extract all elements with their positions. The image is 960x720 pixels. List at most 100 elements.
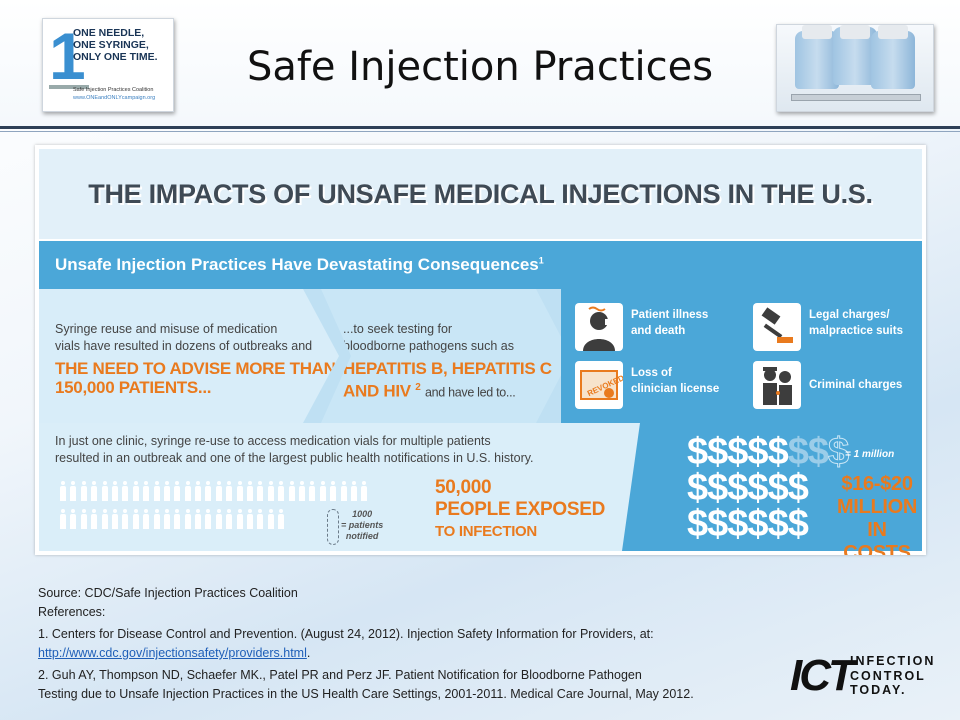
person-icon <box>340 481 348 501</box>
reference-1-text: 1. Centers for Disease Control and Preve… <box>38 627 654 641</box>
person-icon <box>236 509 244 529</box>
consequence-line: and death <box>631 325 686 337</box>
logo-tagline-line: ONE NEEDLE, <box>73 27 145 39</box>
people-row <box>59 481 368 501</box>
person-icon <box>153 509 161 529</box>
block2-highlight-text: AND HIV <box>343 381 411 401</box>
dollar-row: $$$$$$ <box>687 503 809 545</box>
logo-tagline-line: ONE SYRINGE, <box>73 39 149 51</box>
reference-1-end: . <box>306 646 311 660</box>
person-icon <box>236 481 244 501</box>
logo-tagline: ONE NEEDLE, ONE SYRINGE, ONLY ONE TIME. <box>73 27 173 63</box>
consequence-label-criminal: Criminal charges <box>809 379 903 391</box>
reference-2-line1: 2. Guh AY, Thompson ND, Schaefer MK., Pa… <box>38 668 642 682</box>
consequences-panel: Patient illness and death Legal charges/… <box>561 289 922 423</box>
person-icon <box>121 509 129 529</box>
impact-arrow-2: ...to seek testing for bloodborne pathog… <box>321 289 571 423</box>
syringe-icon <box>791 94 921 101</box>
dollar-icon: $ <box>687 467 708 509</box>
person-icon <box>308 481 316 501</box>
person-icon <box>215 481 223 501</box>
consequence-line: Loss of <box>631 367 672 379</box>
block2-text: ...to seek testing for bloodborne pathog… <box>343 321 514 355</box>
band-title: Unsafe Injection Practices Have Devastat… <box>55 255 544 275</box>
people-legend-marker <box>327 509 339 545</box>
dollar-icon: $ <box>687 503 708 545</box>
reference-2-line2: Testing due to Unsafe Injection Practice… <box>38 687 694 701</box>
block2-line: bloodborne pathogens such as <box>343 339 514 353</box>
person-icon <box>277 509 285 529</box>
person-icon <box>163 509 171 529</box>
dollar-icon: $ <box>707 503 728 545</box>
person-icon <box>153 481 161 501</box>
person-icon <box>319 481 327 501</box>
slide-title: Safe Injection Practices <box>246 44 714 90</box>
infographic-heading: THE IMPACTS OF UNSAFE MEDICAL INJECTIONS… <box>88 179 873 209</box>
person-icon <box>360 481 368 501</box>
outbreak-text: In just one clinic, syringe re-use to ac… <box>55 433 534 467</box>
person-icon <box>90 481 98 501</box>
dollar-icon: $ <box>827 431 849 473</box>
reference-1: 1. Centers for Disease Control and Preve… <box>38 625 778 663</box>
dollar-row: $$$$$$ <box>687 467 809 509</box>
person-icon <box>288 481 296 501</box>
consequence-label-illness: Patient illness and death <box>631 307 708 339</box>
outbreak-section: In just one clinic, syringe re-use to ac… <box>39 423 922 555</box>
person-icon <box>132 509 140 529</box>
person-icon <box>267 509 275 529</box>
block2-highlight-line: HEPATITIS B, HEPATITIS C <box>343 359 552 378</box>
vial-icon <box>795 31 839 89</box>
infographic-header: THE IMPACTS OF UNSAFE MEDICAL INJECTIONS… <box>39 149 922 239</box>
ict-word: TODAY. <box>850 683 907 697</box>
consequence-line: malpractice suits <box>809 325 903 337</box>
people-legend-line: 1000 <box>352 509 373 519</box>
consequence-label-legal: Legal charges/ malpractice suits <box>809 307 903 339</box>
cost-line: MILLION <box>836 496 918 518</box>
people-legend-line: = patients <box>341 520 384 530</box>
person-icon <box>173 509 181 529</box>
dollar-icon: $ <box>707 431 728 473</box>
syringe-icon <box>49 85 89 89</box>
person-icon <box>69 481 77 501</box>
person-icon <box>267 481 275 501</box>
person-icon <box>256 509 264 529</box>
outbreak-line: resulted in an outbreak and one of the l… <box>55 451 534 465</box>
person-icon <box>256 481 264 501</box>
consequence-label-license: Loss of clinician license <box>631 365 719 397</box>
dollar-icon: $ <box>787 467 809 509</box>
cost-line: IN COSTS <box>843 519 911 555</box>
block1-line: Syringe reuse and misuse of medication <box>55 322 278 336</box>
consequence-line: clinician license <box>631 383 720 395</box>
block2-highlight: HEPATITIS B, HEPATITIS C AND HIV 2 and h… <box>343 359 552 403</box>
person-icon <box>173 481 181 501</box>
person-icon <box>225 481 233 501</box>
dollar-icon: $ <box>687 431 708 473</box>
people-row <box>59 509 285 529</box>
header-rule-thin <box>0 131 960 132</box>
dollar-icon: $ <box>787 431 809 473</box>
person-icon <box>59 509 67 529</box>
person-icon <box>184 481 192 501</box>
dollar-icon: $ <box>747 467 768 509</box>
dollar-icon: $ <box>727 467 748 509</box>
exposed-line: PEOPLE EXPOSED <box>435 499 606 520</box>
person-icon <box>350 481 358 501</box>
person-icon <box>80 481 88 501</box>
infographic: THE IMPACTS OF UNSAFE MEDICAL INJECTIONS… <box>35 145 926 555</box>
outbreak-line: In just one clinic, syringe re-use to ac… <box>55 434 491 448</box>
vial-icon <box>871 31 915 89</box>
person-icon <box>111 481 119 501</box>
person-icon <box>101 481 109 501</box>
header-rule <box>0 126 960 129</box>
block2-tail: and have led to... <box>424 385 516 400</box>
person-icon <box>298 481 306 501</box>
block2-line: ...to seek testing for <box>343 322 453 336</box>
exposed-highlight: 50,000 PEOPLE EXPOSED TO INFECTION <box>435 477 605 543</box>
person-icon <box>142 509 150 529</box>
dollar-icon: $ <box>787 503 809 545</box>
dollar-icon: $ <box>767 467 789 509</box>
person-icon <box>163 481 171 501</box>
ict-word: CONTROL <box>850 668 926 683</box>
person-icon <box>111 509 119 529</box>
reference-1-link[interactable]: http://www.cdc.gov/injectionsafety/provi… <box>38 646 307 660</box>
